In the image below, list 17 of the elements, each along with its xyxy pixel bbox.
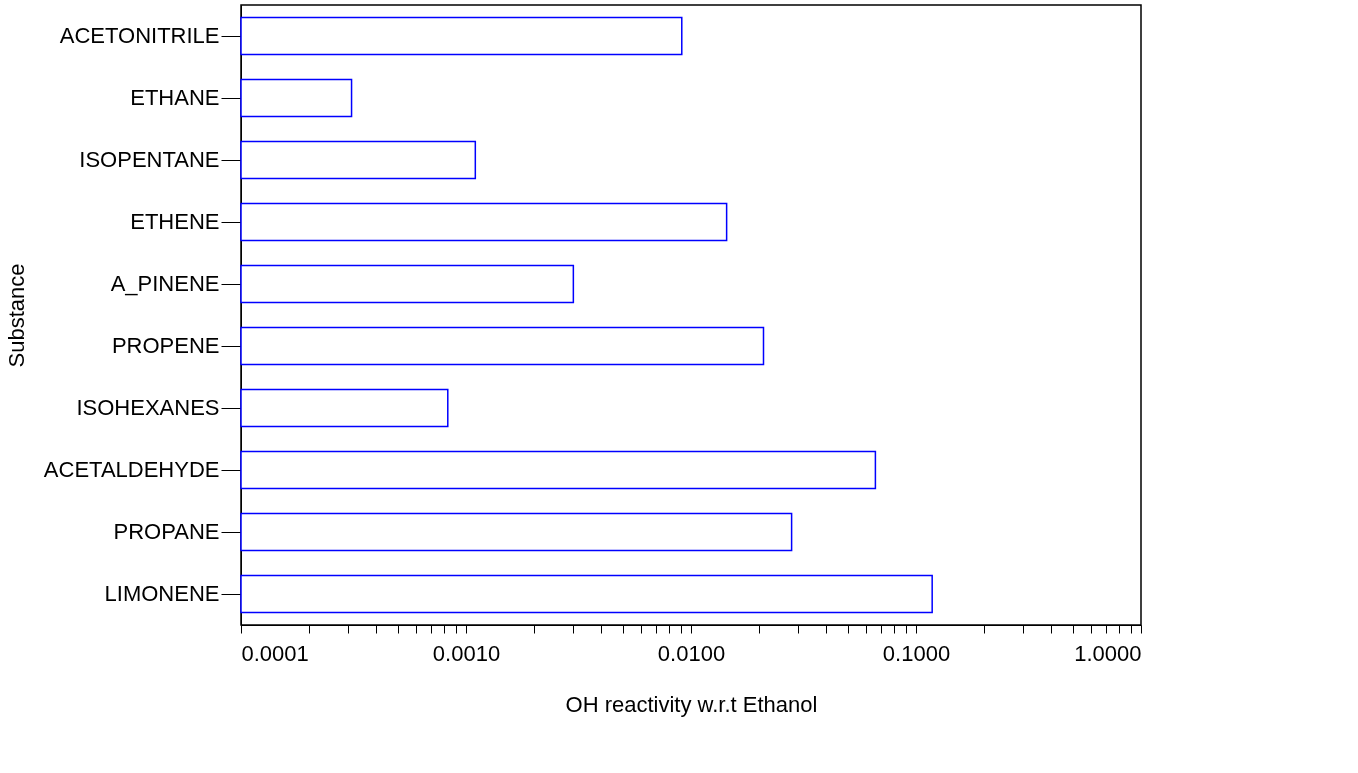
y-tick-label: ETHANE	[130, 85, 220, 110]
y-tick-label: A_PINENE	[110, 271, 220, 296]
y-tick-label: ISOPENTANE	[79, 147, 220, 172]
x-tick-label: 0.0010	[432, 640, 501, 666]
y-tick-label: ETHENE	[130, 209, 220, 234]
y-tick-label: PROPANE	[113, 519, 220, 544]
y-tick-label: ACETALDEHYDE	[43, 457, 220, 482]
y-tick-label: ACETONITRILE	[59, 23, 220, 48]
x-tick-label: 0.0001	[241, 640, 309, 666]
x-tick-label: 0.1000	[882, 640, 951, 666]
x-tick-label: 1.0000	[1074, 640, 1142, 666]
x-tick-label: 0.0100	[657, 640, 726, 666]
y-axis-title: Substance	[3, 263, 29, 368]
y-tick-label: PROPENE	[111, 333, 220, 358]
y-tick-label: LIMONENE	[104, 581, 220, 606]
x-axis-title: OH reactivity w.r.t Ethanol	[565, 691, 818, 717]
y-tick-label: ISOHEXANES	[76, 395, 220, 420]
